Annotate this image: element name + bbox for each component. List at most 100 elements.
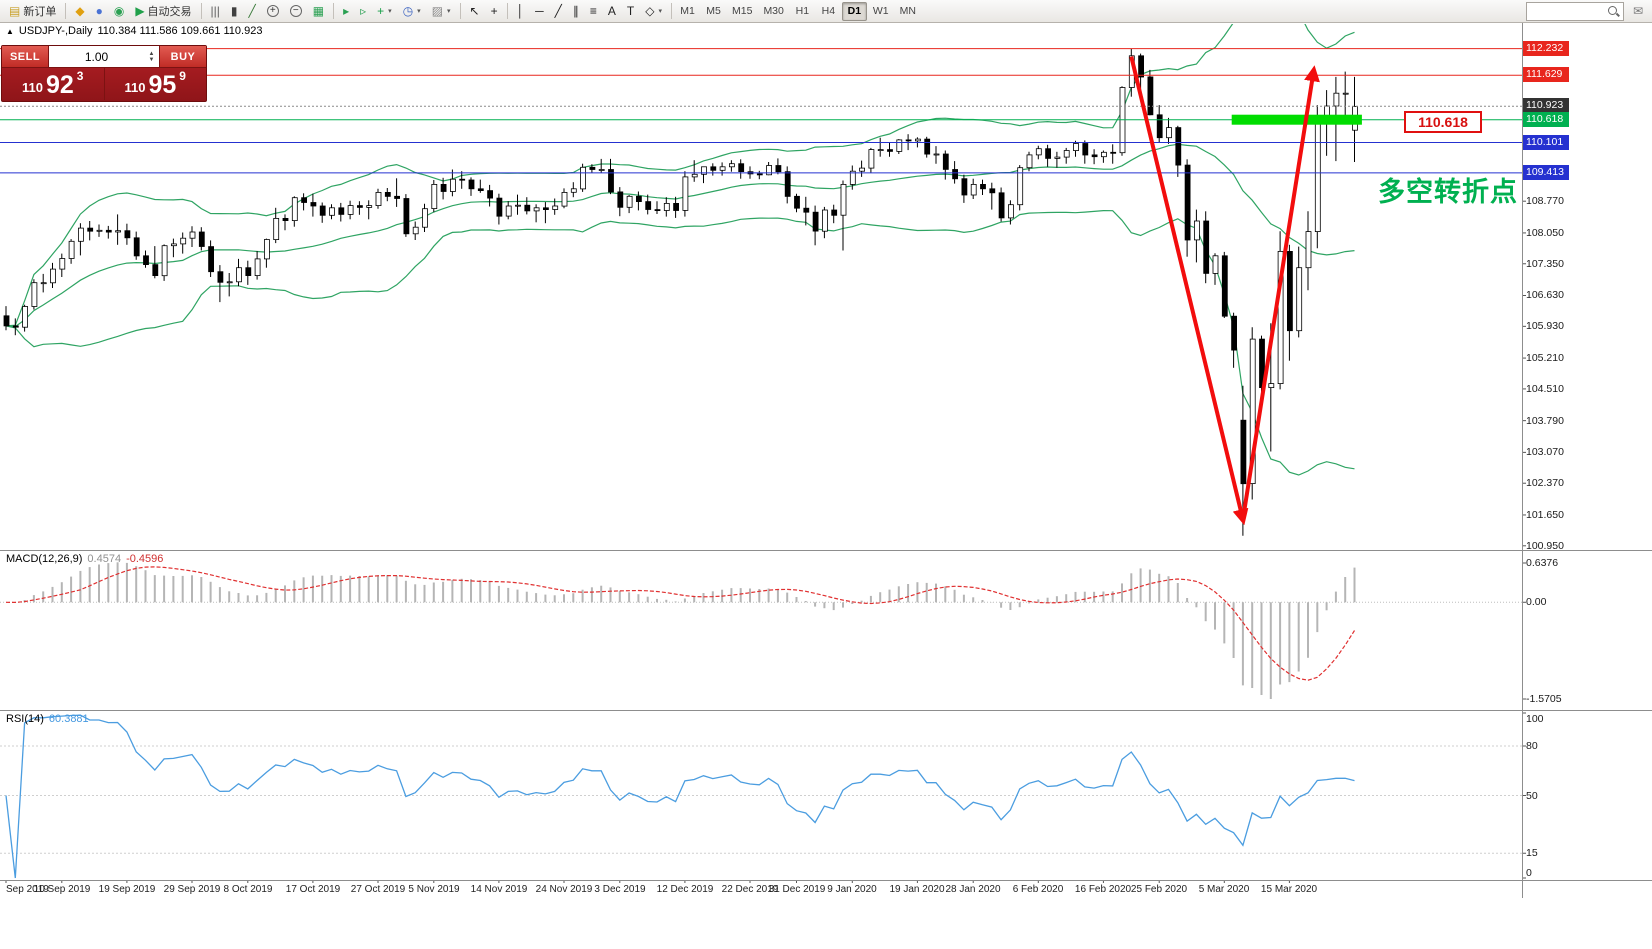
tile-windows-icon: ▦ [312, 4, 325, 18]
macd-name: MACD(12,26,9) [6, 553, 83, 565]
macd-panel[interactable] [0, 562, 1522, 699]
autotrading-button[interactable]: ▶ 自动交易 [130, 1, 196, 21]
timeline-divider [0, 880, 1652, 881]
sell-price-small: 110 [22, 80, 43, 95]
buy-price-sup: 9 [179, 69, 186, 83]
buy-price-small: 110 [124, 80, 146, 95]
main-chart-panel[interactable] [0, 0, 1522, 536]
chat-support-icon[interactable]: ✉ [1628, 1, 1648, 21]
volume-up-icon[interactable]: ▲ [148, 50, 155, 57]
sell-button[interactable]: SELL [2, 46, 48, 67]
timeframe-h4[interactable]: H4 [821, 5, 836, 17]
autotrading-button-label: 自动交易 [147, 6, 192, 18]
periods-button[interactable]: ◷ ▾ [398, 1, 426, 21]
chart-shift-button[interactable]: ▹ [355, 1, 371, 21]
candlestick-chart-button[interactable]: ▮ [226, 1, 243, 21]
volume-stepper[interactable]: ▲ ▼ [144, 51, 159, 63]
periods-icon: ◷ [402, 4, 414, 18]
rsi-panel[interactable] [0, 714, 1522, 879]
one-click-trading-panel: SELL ▲▼ BUY 110 92 3 110 95 9 [1, 45, 207, 102]
text-label-button[interactable]: T [622, 1, 639, 21]
community-icon[interactable]: ◉ [109, 1, 129, 21]
toolbar-sep-6 [671, 3, 672, 19]
chart-shift-icon: ▹ [360, 4, 367, 18]
buy-button[interactable]: BUY [160, 46, 206, 67]
ohlc-values: 110.384 111.586 109.661 110.923 [97, 25, 263, 37]
macd-label: MACD(12,26,9) 0.4574 -0.4596 [6, 553, 163, 565]
search-icon[interactable] [1607, 5, 1620, 18]
horizontal-lines[interactable] [0, 48, 1522, 174]
shapes-button[interactable]: ◇ ▾ [640, 1, 667, 21]
chart-ohlc-header: ▲ USDJPY-,Daily 110.384 111.586 109.661 … [6, 25, 262, 37]
auto-scroll-button[interactable]: ▸ [338, 1, 354, 21]
autotrading-icon: ▶ [135, 4, 145, 18]
channel-icon: ∥ [572, 4, 579, 18]
macd-main-value: 0.4574 [87, 553, 122, 565]
volume-input[interactable] [49, 49, 144, 64]
volume-down-icon[interactable]: ▼ [148, 56, 155, 63]
bollinger-bands [5, 24, 1355, 476]
macd-signal-value: -0.4596 [126, 553, 164, 565]
timeframe-m5[interactable]: M5 [706, 5, 721, 17]
fibonacci-button[interactable]: ≡ [585, 1, 602, 21]
trendline-button[interactable]: ╱ [550, 1, 567, 21]
timeframe-m30[interactable]: M30 [763, 5, 784, 17]
bar-chart-button[interactable]: ||| [206, 1, 225, 21]
auto-scroll-icon: ▸ [343, 4, 350, 18]
buy-price-big: 95 [148, 71, 177, 99]
trendline-icon: ╱ [554, 4, 562, 18]
horizontal-line-button[interactable]: ─ [530, 1, 549, 21]
zoom-in-button[interactable]: + [262, 1, 284, 21]
text-button[interactable]: A [603, 1, 621, 21]
favorites-icon[interactable]: ◆ [70, 1, 89, 21]
cursor-button[interactable]: ↖ [465, 1, 485, 21]
search-input[interactable] [1529, 5, 1607, 17]
add-indicator-button[interactable]: + ▾ [372, 1, 397, 21]
channel-button[interactable]: ∥ [568, 1, 584, 21]
support-highlight-band[interactable] [1231, 114, 1362, 125]
new-order-icon: ▤ [9, 4, 21, 18]
shapes-icon: ◇ [645, 4, 655, 18]
timeframe-m1[interactable]: M1 [680, 5, 695, 17]
turning-point-annotation: 多空转折点 [1378, 177, 1518, 208]
chevron-down-icon: ▾ [447, 8, 451, 15]
toolbar-sep-1 [65, 3, 67, 19]
chevron-down-icon: ▾ [658, 8, 662, 15]
zoom-out-button[interactable]: − [285, 1, 307, 21]
sell-price-big: 92 [45, 71, 74, 99]
vertical-line-button[interactable]: │ [512, 1, 530, 21]
price-axis-border [1522, 23, 1523, 898]
timeframe-m15[interactable]: M15 [732, 5, 753, 17]
timeframe-mn[interactable]: MN [899, 5, 916, 17]
line-chart-button[interactable]: ╱ [244, 1, 261, 21]
volume-box: ▲▼ [48, 46, 160, 67]
vertical-line-icon: │ [516, 4, 525, 18]
new-order-button[interactable]: ▤ 新订单 [4, 1, 61, 21]
rsi-name: RSI(14) [6, 713, 44, 725]
search-box [1525, 1, 1624, 21]
toolbar: ▤ 新订单 ◆ ● ◉ ▶ 自动交易 ||| ▮ ╱ + − ▦ ▸ ▹ + ▾ ◷ ▾ ▨ ▾ ↖ + │ ─ ╱ ∥ ≡ A T ◇ ▾ … [0, 0, 1652, 23]
rsi-value: 60.3881 [48, 713, 89, 725]
symbol-triangle-icon: ▲ [6, 26, 14, 36]
macd-panel-divider[interactable] [0, 550, 1652, 551]
crosshair-button[interactable]: + [486, 1, 503, 21]
chevron-down-icon: ▾ [388, 8, 392, 15]
templates-button[interactable]: ▨ ▾ [427, 1, 456, 21]
buy-price[interactable]: 110 95 9 [103, 68, 207, 100]
tile-windows-button[interactable]: ▦ [308, 1, 329, 21]
timeframe-w1[interactable]: W1 [872, 5, 889, 17]
timeframe-d1[interactable]: D1 [841, 1, 867, 21]
text-icon: A [607, 4, 616, 18]
timeframe-group: M1 M5 M15 M30 H1 H4 D1 W1 MN [675, 1, 921, 21]
bar-chart-icon: ||| [210, 4, 220, 18]
toolbar-sep-4 [459, 3, 461, 19]
symbol-name: USDJPY-,Daily [18, 25, 93, 37]
zoom-in-icon: + [266, 5, 279, 17]
rsi-panel-divider[interactable] [0, 710, 1652, 711]
profiles-icon[interactable]: ● [91, 1, 108, 21]
sell-price[interactable]: 110 92 3 [2, 68, 104, 100]
trend-arrows[interactable] [1129, 56, 1320, 526]
rsi-line [5, 714, 1355, 879]
timeframe-h1[interactable]: H1 [795, 5, 810, 17]
